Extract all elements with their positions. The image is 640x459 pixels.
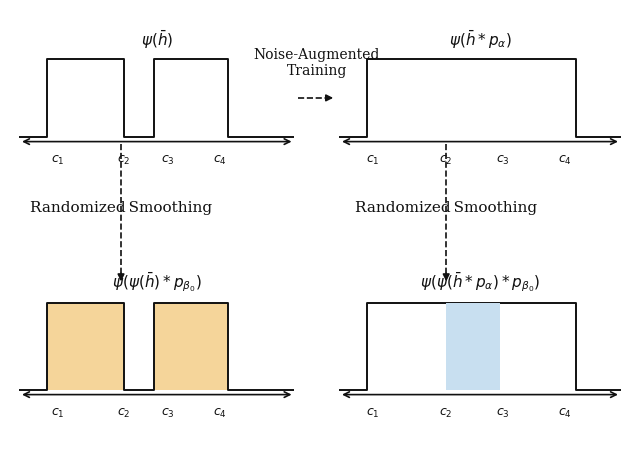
Text: $\psi(\psi(\bar{h}) * p_{\beta_0})$: $\psi(\psi(\bar{h}) * p_{\beta_0})$ [112, 270, 202, 294]
Text: $c_1$: $c_1$ [366, 406, 380, 419]
Text: Randomized Smoothing: Randomized Smoothing [355, 201, 537, 215]
Text: $c_2$: $c_2$ [440, 406, 453, 419]
Text: $c_4$: $c_4$ [557, 406, 572, 419]
Bar [154, 303, 228, 390]
Text: $c_3$: $c_3$ [161, 154, 175, 167]
Text: $c_4$: $c_4$ [557, 154, 572, 167]
Text: $c_3$: $c_3$ [495, 406, 509, 419]
Text: $c_3$: $c_3$ [495, 154, 509, 167]
Text: $c_2$: $c_2$ [117, 154, 131, 167]
Text: $c_2$: $c_2$ [440, 154, 453, 167]
Text: $c_2$: $c_2$ [117, 406, 131, 419]
Text: $c_1$: $c_1$ [51, 406, 65, 419]
Text: $c_1$: $c_1$ [366, 154, 380, 167]
Text: $c_3$: $c_3$ [161, 406, 175, 419]
Text: $\psi(\psi(\bar{h} * p_{\alpha}) * p_{\beta_0})$: $\psi(\psi(\bar{h} * p_{\alpha}) * p_{\b… [420, 270, 540, 294]
Text: Noise-Augmented
Training: Noise-Augmented Training [253, 48, 380, 78]
Text: $c_4$: $c_4$ [213, 154, 227, 167]
Text: $\psi(\bar{h})$: $\psi(\bar{h})$ [141, 28, 173, 50]
Bar [47, 303, 124, 390]
Text: $\psi(\bar{h} * p_{\alpha})$: $\psi(\bar{h} * p_{\alpha})$ [449, 28, 511, 50]
Text: $c_4$: $c_4$ [213, 406, 227, 419]
Bar [446, 303, 500, 390]
Bar [367, 303, 576, 390]
Text: $c_1$: $c_1$ [51, 154, 65, 167]
Text: Randomized Smoothing: Randomized Smoothing [30, 201, 212, 215]
